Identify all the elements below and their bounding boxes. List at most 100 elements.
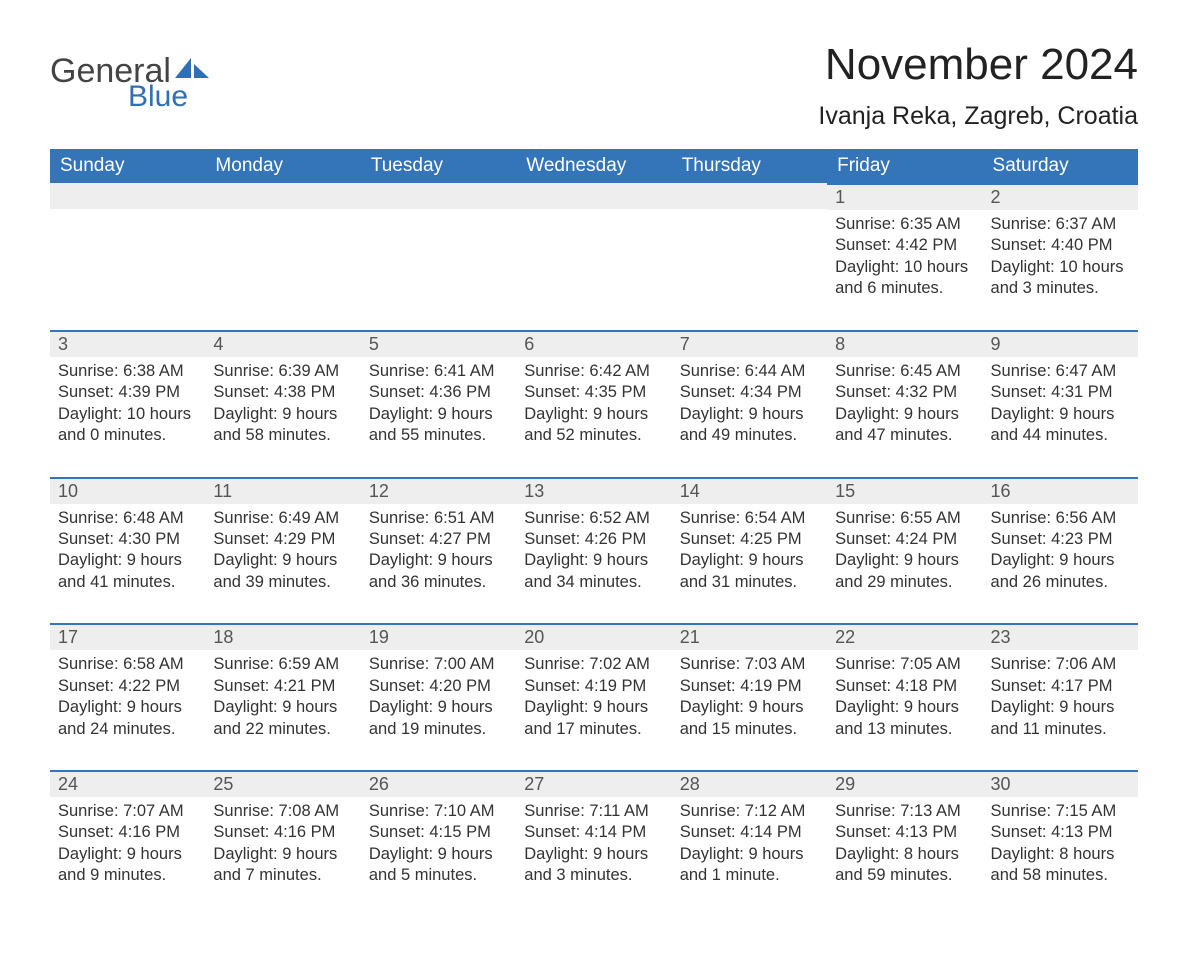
sunrise-text: Sunrise: 7:13 AM [835, 801, 974, 822]
day-cell: 14Sunrise: 6:54 AMSunset: 4:25 PMDayligh… [672, 477, 827, 624]
sunrise-text: Sunrise: 6:58 AM [58, 654, 197, 675]
day-cell: 5Sunrise: 6:41 AMSunset: 4:36 PMDaylight… [361, 330, 516, 477]
daylight-text: Daylight: 9 hours and 5 minutes. [369, 844, 508, 887]
day-body: Sunrise: 6:39 AMSunset: 4:38 PMDaylight:… [205, 357, 360, 477]
day-cell: 22Sunrise: 7:05 AMSunset: 4:18 PMDayligh… [827, 623, 982, 770]
sunrise-text: Sunrise: 7:03 AM [680, 654, 819, 675]
day-body: Sunrise: 6:49 AMSunset: 4:29 PMDaylight:… [205, 504, 360, 624]
day-cell: 12Sunrise: 6:51 AMSunset: 4:27 PMDayligh… [361, 477, 516, 624]
sunrise-text: Sunrise: 6:56 AM [991, 508, 1130, 529]
weekday-header: Tuesday [361, 149, 516, 183]
day-number: 27 [516, 770, 671, 797]
day-number: 3 [50, 330, 205, 357]
daylight-text: Daylight: 9 hours and 11 minutes. [991, 697, 1130, 740]
day-cell: 9Sunrise: 6:47 AMSunset: 4:31 PMDaylight… [983, 330, 1138, 477]
day-cell: 29Sunrise: 7:13 AMSunset: 4:13 PMDayligh… [827, 770, 982, 917]
sunrise-text: Sunrise: 7:06 AM [991, 654, 1130, 675]
sunrise-text: Sunrise: 7:15 AM [991, 801, 1130, 822]
day-cell [50, 183, 205, 330]
day-cell: 30Sunrise: 7:15 AMSunset: 4:13 PMDayligh… [983, 770, 1138, 917]
empty-day-bar [205, 183, 360, 209]
day-body: Sunrise: 6:45 AMSunset: 4:32 PMDaylight:… [827, 357, 982, 477]
day-body: Sunrise: 6:41 AMSunset: 4:36 PMDaylight:… [361, 357, 516, 477]
day-body: Sunrise: 6:37 AMSunset: 4:40 PMDaylight:… [983, 210, 1138, 330]
month-title: November 2024 [818, 40, 1138, 90]
day-body: Sunrise: 6:55 AMSunset: 4:24 PMDaylight:… [827, 504, 982, 624]
day-body: Sunrise: 7:07 AMSunset: 4:16 PMDaylight:… [50, 797, 205, 917]
sunset-text: Sunset: 4:20 PM [369, 676, 508, 697]
sunrise-text: Sunrise: 6:37 AM [991, 214, 1130, 235]
day-body: Sunrise: 6:35 AMSunset: 4:42 PMDaylight:… [827, 210, 982, 330]
daylight-text: Daylight: 9 hours and 17 minutes. [524, 697, 663, 740]
day-number: 20 [516, 623, 671, 650]
week-row: 1Sunrise: 6:35 AMSunset: 4:42 PMDaylight… [50, 183, 1138, 330]
daylight-text: Daylight: 9 hours and 26 minutes. [991, 550, 1130, 593]
sunrise-text: Sunrise: 6:44 AM [680, 361, 819, 382]
daylight-text: Daylight: 10 hours and 0 minutes. [58, 404, 197, 447]
empty-day-bar [672, 183, 827, 209]
sunset-text: Sunset: 4:21 PM [213, 676, 352, 697]
sunset-text: Sunset: 4:35 PM [524, 382, 663, 403]
sunset-text: Sunset: 4:26 PM [524, 529, 663, 550]
sunset-text: Sunset: 4:16 PM [58, 822, 197, 843]
day-cell: 26Sunrise: 7:10 AMSunset: 4:15 PMDayligh… [361, 770, 516, 917]
day-number: 8 [827, 330, 982, 357]
sunrise-text: Sunrise: 6:42 AM [524, 361, 663, 382]
daylight-text: Daylight: 9 hours and 36 minutes. [369, 550, 508, 593]
day-cell: 3Sunrise: 6:38 AMSunset: 4:39 PMDaylight… [50, 330, 205, 477]
sunset-text: Sunset: 4:31 PM [991, 382, 1130, 403]
day-cell [672, 183, 827, 330]
sunrise-text: Sunrise: 6:52 AM [524, 508, 663, 529]
day-cell: 20Sunrise: 7:02 AMSunset: 4:19 PMDayligh… [516, 623, 671, 770]
day-body: Sunrise: 6:54 AMSunset: 4:25 PMDaylight:… [672, 504, 827, 624]
day-number: 14 [672, 477, 827, 504]
day-number: 30 [983, 770, 1138, 797]
daylight-text: Daylight: 9 hours and 24 minutes. [58, 697, 197, 740]
daylight-text: Daylight: 9 hours and 41 minutes. [58, 550, 197, 593]
sunrise-text: Sunrise: 6:38 AM [58, 361, 197, 382]
sunrise-text: Sunrise: 7:08 AM [213, 801, 352, 822]
sunrise-text: Sunrise: 7:05 AM [835, 654, 974, 675]
daylight-text: Daylight: 9 hours and 34 minutes. [524, 550, 663, 593]
day-cell: 10Sunrise: 6:48 AMSunset: 4:30 PMDayligh… [50, 477, 205, 624]
day-body: Sunrise: 6:42 AMSunset: 4:35 PMDaylight:… [516, 357, 671, 477]
week-row: 24Sunrise: 7:07 AMSunset: 4:16 PMDayligh… [50, 770, 1138, 917]
day-number: 22 [827, 623, 982, 650]
day-body: Sunrise: 6:51 AMSunset: 4:27 PMDaylight:… [361, 504, 516, 624]
sunset-text: Sunset: 4:24 PM [835, 529, 974, 550]
empty-day-bar [516, 183, 671, 209]
day-body: Sunrise: 6:44 AMSunset: 4:34 PMDaylight:… [672, 357, 827, 477]
day-number: 25 [205, 770, 360, 797]
day-cell: 6Sunrise: 6:42 AMSunset: 4:35 PMDaylight… [516, 330, 671, 477]
weekday-header: Monday [205, 149, 360, 183]
sunrise-text: Sunrise: 7:10 AM [369, 801, 508, 822]
daylight-text: Daylight: 9 hours and 22 minutes. [213, 697, 352, 740]
daylight-text: Daylight: 9 hours and 47 minutes. [835, 404, 974, 447]
daylight-text: Daylight: 9 hours and 58 minutes. [213, 404, 352, 447]
weekday-header: Saturday [983, 149, 1138, 183]
day-cell: 23Sunrise: 7:06 AMSunset: 4:17 PMDayligh… [983, 623, 1138, 770]
sunset-text: Sunset: 4:15 PM [369, 822, 508, 843]
sunset-text: Sunset: 4:19 PM [680, 676, 819, 697]
day-number: 9 [983, 330, 1138, 357]
day-cell: 8Sunrise: 6:45 AMSunset: 4:32 PMDaylight… [827, 330, 982, 477]
day-cell [205, 183, 360, 330]
sunset-text: Sunset: 4:14 PM [680, 822, 819, 843]
daylight-text: Daylight: 9 hours and 1 minute. [680, 844, 819, 887]
calendar-table: Sunday Monday Tuesday Wednesday Thursday… [50, 149, 1138, 917]
day-body: Sunrise: 7:05 AMSunset: 4:18 PMDaylight:… [827, 650, 982, 770]
day-cell [361, 183, 516, 330]
sunset-text: Sunset: 4:27 PM [369, 529, 508, 550]
day-body: Sunrise: 7:12 AMSunset: 4:14 PMDaylight:… [672, 797, 827, 917]
day-number: 4 [205, 330, 360, 357]
weekday-header: Thursday [672, 149, 827, 183]
sunrise-text: Sunrise: 6:35 AM [835, 214, 974, 235]
day-cell: 11Sunrise: 6:49 AMSunset: 4:29 PMDayligh… [205, 477, 360, 624]
logo-text-2: Blue [128, 82, 211, 112]
sunrise-text: Sunrise: 6:55 AM [835, 508, 974, 529]
sunrise-text: Sunrise: 6:48 AM [58, 508, 197, 529]
day-body: Sunrise: 7:02 AMSunset: 4:19 PMDaylight:… [516, 650, 671, 770]
day-cell: 28Sunrise: 7:12 AMSunset: 4:14 PMDayligh… [672, 770, 827, 917]
daylight-text: Daylight: 9 hours and 55 minutes. [369, 404, 508, 447]
sunset-text: Sunset: 4:29 PM [213, 529, 352, 550]
